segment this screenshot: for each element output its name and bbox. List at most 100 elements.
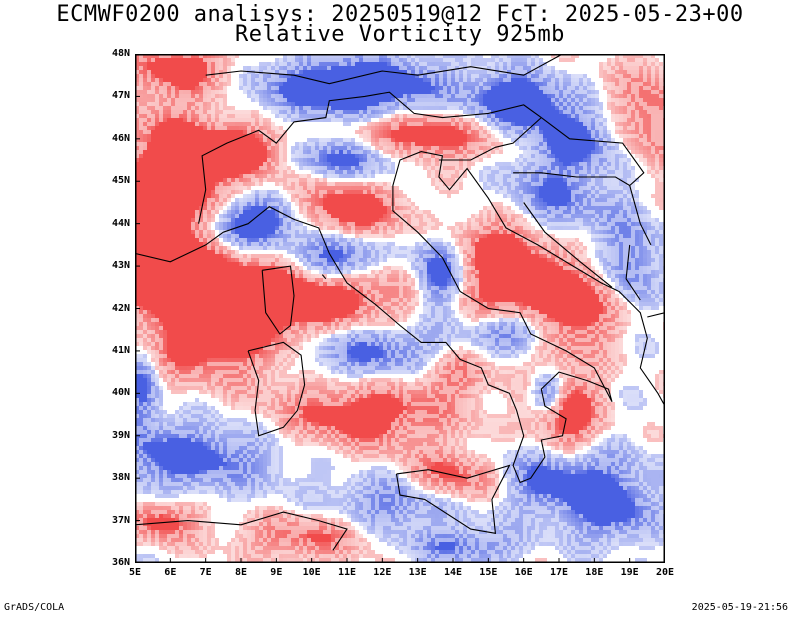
negative-vorticity-cell — [563, 110, 567, 114]
negative-vorticity-cell — [339, 62, 343, 66]
positive-vorticity-cell — [159, 122, 163, 126]
negative-vorticity-cell — [419, 82, 423, 86]
positive-vorticity-cell — [167, 54, 171, 58]
negative-vorticity-cell — [531, 162, 535, 166]
negative-vorticity-cell — [223, 214, 227, 218]
negative-vorticity-cell — [531, 106, 535, 110]
positive-vorticity-cell — [395, 214, 399, 218]
negative-vorticity-cell — [607, 130, 611, 134]
positive-vorticity-cell — [339, 190, 343, 194]
positive-vorticity-cell — [655, 122, 659, 126]
positive-vorticity-cell — [135, 74, 139, 78]
positive-vorticity-cell — [195, 150, 199, 154]
positive-vorticity-cell — [203, 82, 207, 86]
positive-vorticity-cell — [235, 182, 239, 186]
positive-vorticity-cell — [383, 218, 387, 222]
positive-vorticity-cell — [219, 154, 223, 158]
negative-vorticity-cell — [279, 106, 283, 110]
negative-vorticity-cell — [583, 206, 587, 210]
positive-vorticity-cell — [143, 106, 147, 110]
positive-vorticity-cell — [211, 194, 215, 198]
positive-vorticity-cell — [183, 158, 187, 162]
negative-vorticity-cell — [351, 110, 355, 114]
negative-vorticity-cell — [243, 218, 247, 222]
positive-vorticity-cell — [447, 170, 451, 174]
positive-vorticity-cell — [199, 54, 203, 58]
positive-vorticity-cell — [219, 102, 223, 106]
negative-vorticity-cell — [519, 198, 523, 202]
positive-vorticity-cell — [163, 166, 167, 170]
positive-vorticity-cell — [415, 134, 419, 138]
positive-vorticity-cell — [271, 178, 275, 182]
negative-vorticity-cell — [303, 158, 307, 162]
negative-vorticity-cell — [527, 182, 531, 186]
negative-vorticity-cell — [567, 82, 571, 86]
negative-vorticity-cell — [339, 154, 343, 158]
positive-vorticity-cell — [183, 78, 187, 82]
negative-vorticity-cell — [263, 78, 267, 82]
positive-vorticity-cell — [307, 214, 311, 218]
negative-vorticity-cell — [347, 86, 351, 90]
positive-vorticity-cell — [383, 146, 387, 150]
negative-vorticity-cell — [387, 66, 391, 70]
positive-vorticity-cell — [139, 130, 143, 134]
negative-vorticity-cell — [559, 90, 563, 94]
negative-vorticity-cell — [531, 86, 535, 90]
positive-vorticity-cell — [615, 118, 619, 122]
positive-vorticity-cell — [335, 210, 339, 214]
negative-vorticity-cell — [527, 102, 531, 106]
negative-vorticity-cell — [291, 106, 295, 110]
negative-vorticity-cell — [239, 210, 243, 214]
positive-vorticity-cell — [447, 166, 451, 170]
positive-vorticity-cell — [603, 78, 607, 82]
positive-vorticity-cell — [347, 186, 351, 190]
positive-vorticity-cell — [223, 166, 227, 170]
positive-vorticity-cell — [159, 170, 163, 174]
positive-vorticity-cell — [171, 222, 175, 226]
negative-vorticity-cell — [579, 86, 583, 90]
negative-vorticity-cell — [607, 186, 611, 190]
negative-vorticity-cell — [559, 122, 563, 126]
positive-vorticity-cell — [223, 114, 227, 118]
negative-vorticity-cell — [351, 54, 355, 58]
positive-vorticity-cell — [407, 122, 411, 126]
positive-vorticity-cell — [211, 106, 215, 110]
negative-vorticity-cell — [295, 98, 299, 102]
negative-vorticity-cell — [279, 194, 283, 198]
negative-vorticity-cell — [295, 86, 299, 90]
negative-vorticity-cell — [255, 78, 259, 82]
positive-vorticity-cell — [215, 186, 219, 190]
negative-vorticity-cell — [291, 90, 295, 94]
negative-vorticity-cell — [463, 106, 467, 110]
negative-vorticity-cell — [491, 98, 495, 102]
negative-vorticity-cell — [291, 210, 295, 214]
positive-vorticity-cell — [523, 222, 527, 226]
positive-vorticity-cell — [483, 138, 487, 142]
negative-vorticity-cell — [583, 90, 587, 94]
negative-vorticity-cell — [623, 190, 627, 194]
negative-vorticity-cell — [635, 206, 639, 210]
negative-vorticity-cell — [387, 54, 391, 58]
positive-vorticity-cell — [659, 110, 663, 114]
negative-vorticity-cell — [451, 102, 455, 106]
positive-vorticity-cell — [307, 178, 311, 182]
positive-vorticity-cell — [191, 86, 195, 90]
negative-vorticity-cell — [591, 146, 595, 150]
negative-vorticity-cell — [347, 174, 351, 178]
positive-vorticity-cell — [255, 178, 259, 182]
negative-vorticity-cell — [291, 58, 295, 62]
positive-vorticity-cell — [243, 170, 247, 174]
negative-vorticity-cell — [371, 90, 375, 94]
negative-vorticity-cell — [287, 62, 291, 66]
positive-vorticity-cell — [435, 126, 439, 130]
negative-vorticity-cell — [611, 198, 615, 202]
positive-vorticity-cell — [195, 162, 199, 166]
negative-vorticity-cell — [599, 106, 603, 110]
negative-vorticity-cell — [391, 162, 395, 166]
positive-vorticity-cell — [187, 66, 191, 70]
positive-vorticity-cell — [359, 202, 363, 206]
positive-vorticity-cell — [295, 178, 299, 182]
negative-vorticity-cell — [443, 66, 447, 70]
negative-vorticity-cell — [319, 154, 323, 158]
positive-vorticity-cell — [403, 138, 407, 142]
